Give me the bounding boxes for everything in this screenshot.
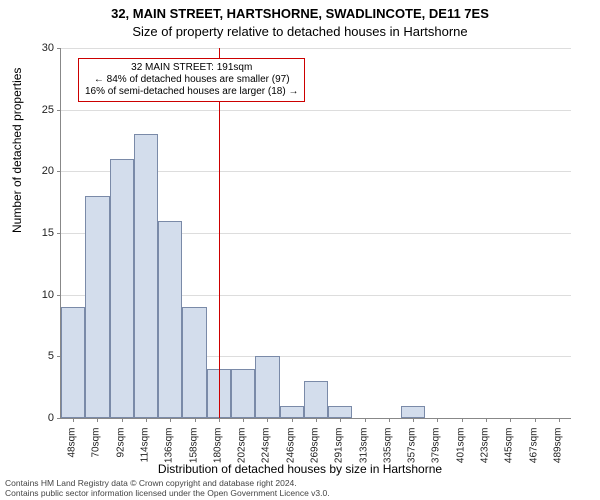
histogram-bar	[158, 221, 182, 418]
chart-title-address: 32, MAIN STREET, HARTSHORNE, SWADLINCOTE…	[0, 6, 600, 21]
histogram-bar	[280, 406, 304, 418]
chart-title-subtitle: Size of property relative to detached ho…	[0, 24, 600, 39]
y-tick	[57, 48, 61, 49]
annotation-box: 32 MAIN STREET: 191sqm← 84% of detached …	[78, 58, 305, 102]
x-tick-label: 224sqm	[261, 428, 272, 476]
histogram-bar	[110, 159, 134, 418]
y-tick	[57, 233, 61, 234]
y-tick-label: 20	[24, 165, 54, 177]
histogram-bar	[134, 134, 158, 418]
y-tick-label: 5	[24, 350, 54, 362]
chart-footer: Contains HM Land Registry data © Crown c…	[5, 478, 330, 498]
x-tick	[462, 418, 463, 422]
y-tick	[57, 171, 61, 172]
x-tick-label: 114sqm	[140, 428, 151, 476]
histogram-bar	[401, 406, 425, 418]
x-tick-label: 489sqm	[552, 428, 563, 476]
x-tick-label: 313sqm	[358, 428, 369, 476]
x-tick-label: 202sqm	[237, 428, 248, 476]
x-tick	[535, 418, 536, 422]
x-tick	[316, 418, 317, 422]
x-tick	[413, 418, 414, 422]
x-tick-label: 180sqm	[212, 428, 223, 476]
y-tick-label: 30	[24, 42, 54, 54]
x-tick	[170, 418, 171, 422]
x-tick	[146, 418, 147, 422]
x-tick	[195, 418, 196, 422]
x-tick	[340, 418, 341, 422]
histogram-bar	[182, 307, 206, 418]
footer-line-2: Contains public sector information licen…	[5, 488, 330, 498]
x-tick	[559, 418, 560, 422]
x-tick-label: 291sqm	[334, 428, 345, 476]
x-tick	[243, 418, 244, 422]
y-axis-label: Number of detached properties	[10, 68, 24, 233]
histogram-bar	[304, 381, 328, 418]
annotation-line-2: ← 84% of detached houses are smaller (97…	[85, 74, 298, 86]
x-tick-label: 401sqm	[455, 428, 466, 476]
x-tick-label: 335sqm	[382, 428, 393, 476]
x-tick-label: 48sqm	[67, 428, 78, 476]
y-tick	[57, 295, 61, 296]
x-tick-label: 92sqm	[115, 428, 126, 476]
x-tick-label: 158sqm	[188, 428, 199, 476]
x-tick	[510, 418, 511, 422]
annotation-line-3: 16% of semi-detached houses are larger (…	[85, 86, 298, 98]
property-marker-line	[219, 48, 220, 418]
histogram-bar	[231, 369, 255, 418]
x-tick	[292, 418, 293, 422]
y-tick-label: 15	[24, 227, 54, 239]
x-tick	[122, 418, 123, 422]
x-tick-label: 467sqm	[528, 428, 539, 476]
x-tick-label: 246sqm	[285, 428, 296, 476]
x-tick	[486, 418, 487, 422]
histogram-bar	[255, 356, 279, 418]
x-tick-label: 357sqm	[407, 428, 418, 476]
histogram-bar	[328, 406, 352, 418]
y-tick	[57, 110, 61, 111]
y-tick-label: 10	[24, 289, 54, 301]
x-tick-label: 136sqm	[164, 428, 175, 476]
x-tick	[267, 418, 268, 422]
x-tick	[389, 418, 390, 422]
y-tick	[57, 418, 61, 419]
x-tick	[73, 418, 74, 422]
annotation-line-1: 32 MAIN STREET: 191sqm	[85, 62, 298, 74]
chart-plot-area: 32 MAIN STREET: 191sqm← 84% of detached …	[60, 48, 571, 419]
footer-line-1: Contains HM Land Registry data © Crown c…	[5, 478, 330, 488]
x-tick-label: 423sqm	[480, 428, 491, 476]
y-tick-label: 0	[24, 412, 54, 424]
x-tick-label: 379sqm	[431, 428, 442, 476]
grid-line	[61, 48, 571, 49]
grid-line	[61, 110, 571, 111]
histogram-bar	[85, 196, 109, 418]
x-tick	[219, 418, 220, 422]
x-tick-label: 269sqm	[310, 428, 321, 476]
y-tick-label: 25	[24, 104, 54, 116]
x-tick	[97, 418, 98, 422]
x-tick-label: 70sqm	[91, 428, 102, 476]
x-tick	[437, 418, 438, 422]
x-tick-label: 445sqm	[504, 428, 515, 476]
x-tick	[365, 418, 366, 422]
histogram-bar	[61, 307, 85, 418]
